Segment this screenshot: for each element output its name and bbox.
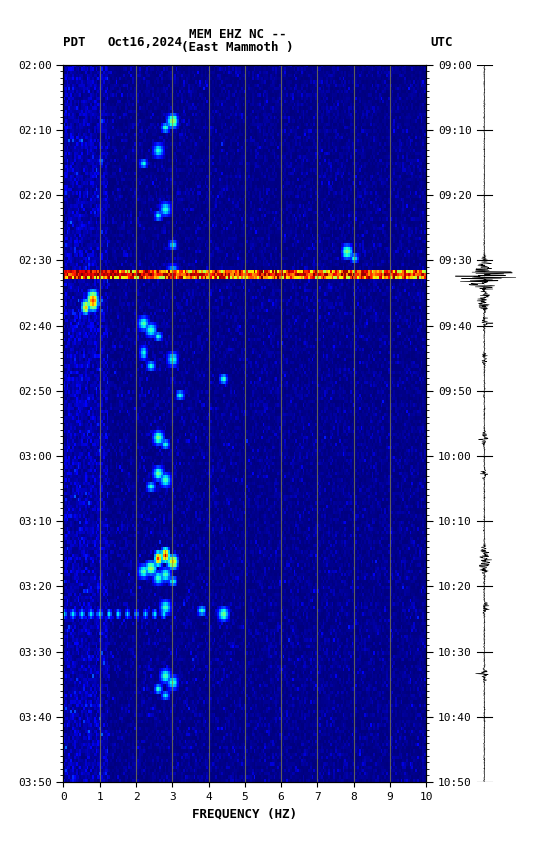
X-axis label: FREQUENCY (HZ): FREQUENCY (HZ)	[192, 807, 298, 820]
Text: MEM EHZ NC --: MEM EHZ NC --	[189, 28, 286, 41]
Text: UTC: UTC	[431, 36, 453, 49]
Text: Oct16,2024: Oct16,2024	[108, 36, 183, 49]
Text: (East Mammoth ): (East Mammoth )	[181, 41, 294, 54]
Text: PDT: PDT	[63, 36, 86, 49]
